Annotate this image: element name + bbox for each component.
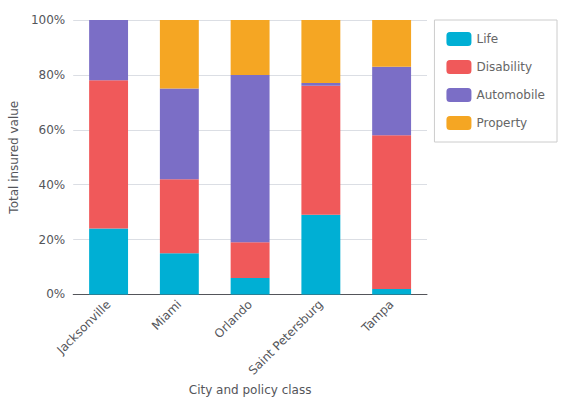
svg-text:Tampa: Tampa (358, 297, 396, 335)
svg-text:Automobile: Automobile (476, 88, 545, 102)
svg-text:Life: Life (476, 32, 498, 46)
svg-text:Saint Petersburg: Saint Petersburg (246, 297, 326, 377)
svg-text:City and policy class: City and policy class (189, 383, 312, 397)
svg-text:Miami: Miami (149, 297, 184, 332)
svg-text:Disability: Disability (476, 60, 532, 74)
svg-text:Jacksonville: Jacksonville (53, 297, 113, 357)
svg-text:Property: Property (476, 116, 527, 130)
svg-text:Orlando: Orlando (212, 297, 256, 341)
svg-text:40%: 40% (39, 178, 66, 192)
svg-text:0%: 0% (46, 287, 65, 301)
svg-text:80%: 80% (39, 68, 66, 82)
svg-text:60%: 60% (39, 123, 66, 137)
svg-text:Total insured value: Total insured value (7, 101, 21, 215)
svg-text:100%: 100% (31, 13, 65, 27)
svg-text:20%: 20% (39, 233, 66, 247)
